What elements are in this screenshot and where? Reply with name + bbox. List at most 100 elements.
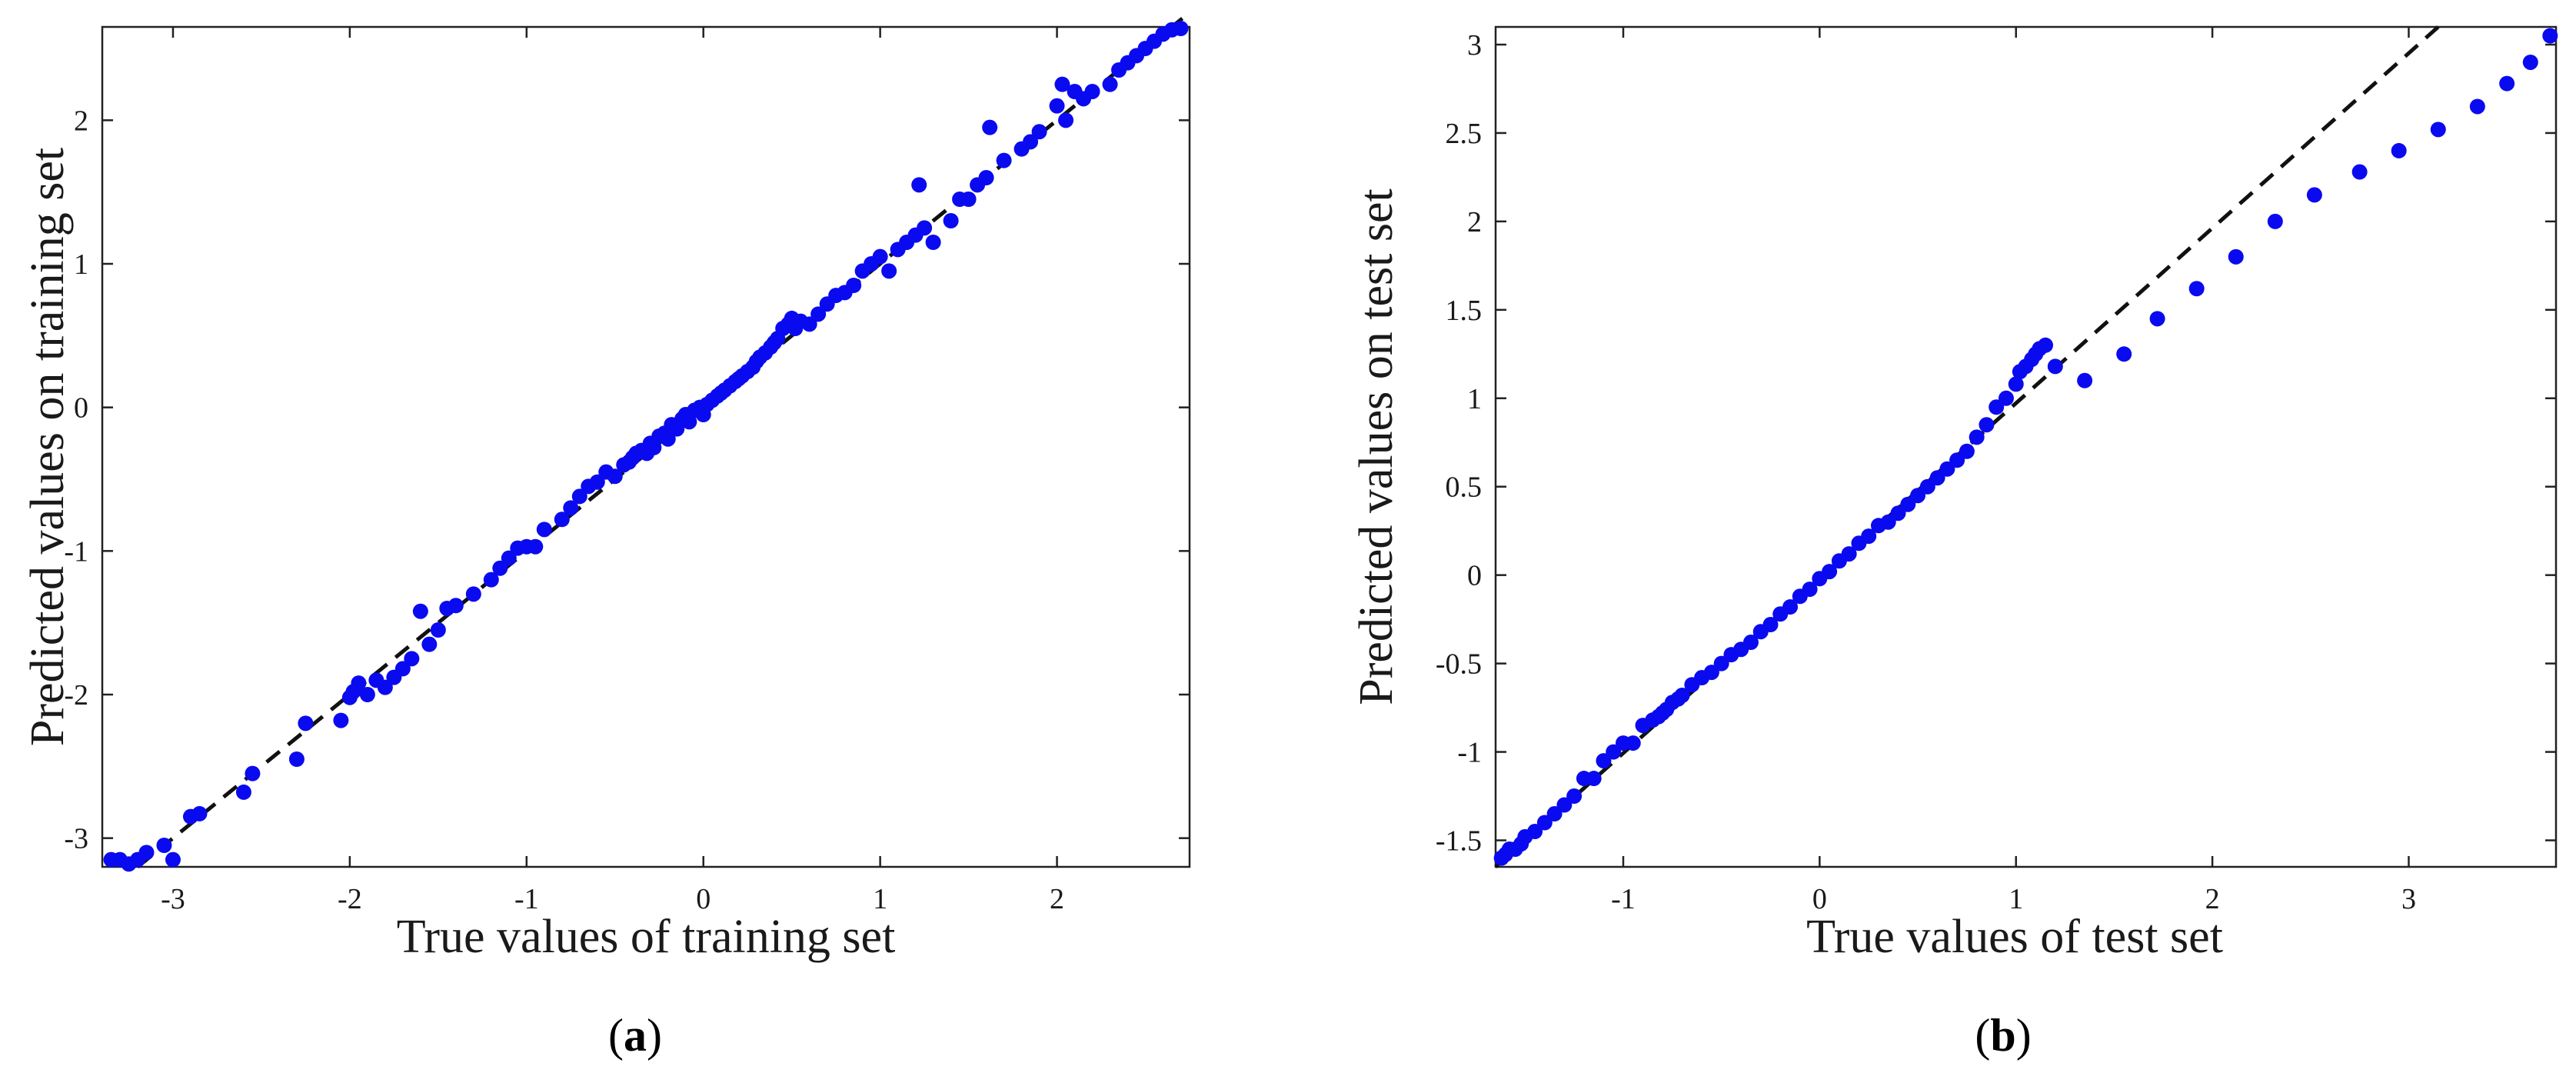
data-point bbox=[960, 192, 977, 207]
data-point bbox=[1625, 735, 1641, 751]
data-point bbox=[1998, 390, 2014, 406]
y-tick-label: 1.5 bbox=[1446, 295, 1483, 327]
data-point bbox=[1674, 688, 1690, 704]
data-point bbox=[483, 571, 499, 588]
data-point bbox=[2188, 281, 2205, 297]
data-point bbox=[138, 845, 155, 861]
data-point bbox=[943, 213, 959, 228]
data-point bbox=[2267, 213, 2283, 229]
data-point bbox=[528, 538, 544, 555]
y-tick-label: 2.5 bbox=[1446, 118, 1483, 150]
data-point bbox=[2038, 337, 2054, 353]
data-point bbox=[1969, 429, 1985, 445]
data-point bbox=[978, 170, 994, 185]
x-axis-label: True values of training set bbox=[397, 911, 896, 963]
panel-caption-letter: b bbox=[1990, 1010, 2015, 1061]
data-point bbox=[430, 622, 446, 638]
data-point bbox=[1023, 134, 1039, 150]
x-axis-label: True values of test set bbox=[1806, 911, 2223, 963]
y-tick-label: 3 bbox=[1467, 29, 1482, 62]
data-point bbox=[1919, 478, 1935, 495]
data-point bbox=[333, 712, 349, 728]
panel-caption-letter: a bbox=[624, 1010, 647, 1061]
data-point bbox=[846, 278, 862, 293]
data-point bbox=[2077, 372, 2093, 388]
data-point bbox=[589, 474, 605, 490]
y-tick-label: -1 bbox=[1457, 737, 1482, 769]
data-point bbox=[1606, 744, 1622, 760]
data-point bbox=[2116, 346, 2132, 362]
panel-caption: (b) bbox=[1975, 1010, 2031, 1061]
data-points bbox=[1493, 28, 2558, 866]
data-point bbox=[2522, 54, 2538, 70]
y-axis-label: Predicted values on training set bbox=[22, 148, 74, 746]
data-point bbox=[1880, 514, 1896, 530]
data-point bbox=[1058, 112, 1074, 128]
data-point bbox=[1049, 98, 1065, 114]
data-point bbox=[1173, 21, 1189, 36]
data-point bbox=[1742, 635, 1759, 651]
data-point bbox=[925, 235, 941, 250]
data-point bbox=[917, 220, 933, 236]
data-point bbox=[351, 675, 367, 691]
data-point bbox=[1703, 665, 1719, 681]
data-point bbox=[801, 316, 817, 332]
x-tick-label: -2 bbox=[338, 883, 362, 915]
tick-labels: -3 -2 -1 0 1 2 -3 -2 -1 0 1 2 bbox=[64, 105, 1064, 915]
data-point bbox=[2008, 376, 2024, 392]
x-tick-label: 1 bbox=[873, 883, 887, 915]
data-point bbox=[1713, 655, 1729, 671]
panel-caption: (a) bbox=[608, 1010, 662, 1061]
data-point bbox=[1782, 599, 1799, 615]
data-point bbox=[245, 765, 261, 781]
data-point bbox=[235, 784, 251, 800]
data-point bbox=[660, 431, 676, 447]
data-point bbox=[448, 598, 464, 614]
y-tick-label: 2 bbox=[74, 105, 88, 137]
data-point bbox=[2469, 98, 2485, 115]
scatter-chart-training: -3 -2 -1 0 1 2 -3 -2 -1 0 1 2 True values of traini… bbox=[22, 11, 1191, 1061]
scatter-chart-test: -1 0 1 2 3 -1.5 -1 -0.5 0 0.5 1 1.5 2 2.5 3 True value… bbox=[1350, 25, 2558, 1061]
data-point bbox=[2228, 248, 2244, 265]
data-point bbox=[1939, 461, 1955, 477]
x-tick-label: 0 bbox=[1812, 883, 1827, 915]
data-point bbox=[1910, 488, 1926, 504]
data-point bbox=[1084, 84, 1100, 99]
data-point bbox=[1900, 496, 1916, 512]
data-point bbox=[421, 636, 438, 652]
data-point bbox=[1527, 824, 1543, 840]
y-tick-label: -1 bbox=[64, 535, 88, 568]
data-point bbox=[1802, 581, 1818, 598]
data-point bbox=[2430, 122, 2446, 138]
y-tick-label: -1.5 bbox=[1436, 825, 1482, 858]
data-point bbox=[2499, 75, 2515, 92]
data-point bbox=[465, 586, 481, 602]
data-point bbox=[1102, 76, 1118, 92]
x-tick-label: -1 bbox=[1611, 883, 1636, 915]
data-point bbox=[1546, 806, 1563, 822]
data-point bbox=[1841, 546, 1857, 562]
data-point bbox=[156, 838, 172, 853]
data-point bbox=[563, 500, 579, 516]
x-tick-label: -1 bbox=[514, 883, 539, 915]
data-point bbox=[881, 263, 897, 279]
y-tick-label: 1 bbox=[1467, 383, 1482, 415]
data-point bbox=[1861, 528, 1877, 545]
data-point bbox=[165, 851, 181, 868]
x-tick-label: 2 bbox=[1050, 883, 1064, 915]
data-point bbox=[1949, 452, 1965, 468]
x-tick-label: -3 bbox=[161, 883, 185, 915]
data-point bbox=[1929, 470, 1945, 486]
data-point bbox=[646, 439, 662, 455]
data-point bbox=[377, 679, 393, 695]
data-point bbox=[536, 522, 552, 538]
x-tick-label: 3 bbox=[2401, 883, 2416, 915]
data-point bbox=[1822, 564, 1838, 580]
data-point bbox=[1979, 417, 1995, 433]
data-point bbox=[911, 177, 927, 193]
data-point bbox=[359, 687, 375, 702]
data-points bbox=[103, 21, 1189, 872]
y-tick-label: 0 bbox=[1467, 560, 1482, 592]
y-tick-label: 1 bbox=[74, 248, 88, 281]
